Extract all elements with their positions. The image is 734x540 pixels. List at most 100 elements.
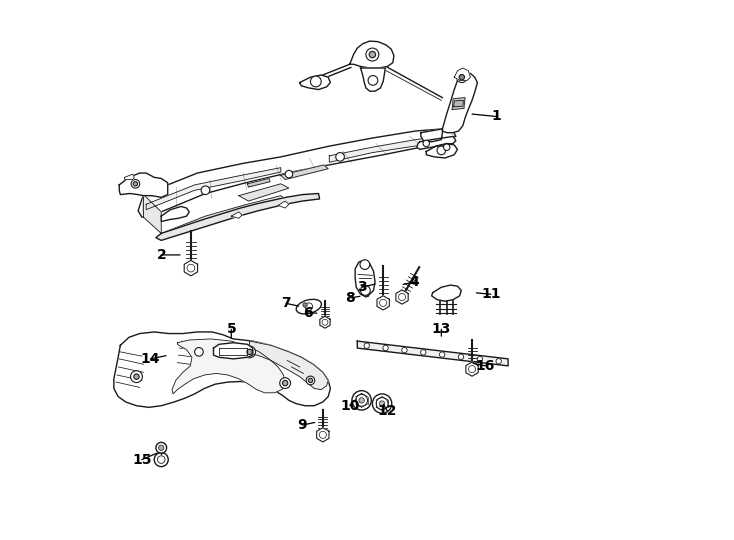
Circle shape bbox=[308, 378, 313, 382]
Ellipse shape bbox=[297, 299, 321, 314]
Text: 5: 5 bbox=[226, 322, 236, 336]
Polygon shape bbox=[432, 285, 461, 301]
Circle shape bbox=[244, 346, 255, 358]
Circle shape bbox=[195, 348, 203, 356]
Circle shape bbox=[468, 366, 476, 373]
Circle shape bbox=[187, 264, 195, 272]
Polygon shape bbox=[247, 178, 270, 187]
Polygon shape bbox=[281, 165, 328, 179]
Polygon shape bbox=[231, 212, 242, 218]
Circle shape bbox=[477, 356, 482, 362]
Polygon shape bbox=[146, 167, 281, 210]
Circle shape bbox=[134, 374, 139, 379]
Circle shape bbox=[247, 349, 252, 355]
Circle shape bbox=[379, 401, 385, 406]
Text: 14: 14 bbox=[141, 352, 160, 366]
Text: 6: 6 bbox=[303, 306, 313, 320]
Polygon shape bbox=[114, 332, 330, 407]
Polygon shape bbox=[396, 290, 408, 304]
Circle shape bbox=[368, 76, 378, 85]
Circle shape bbox=[319, 431, 327, 438]
Circle shape bbox=[496, 359, 501, 364]
Polygon shape bbox=[161, 195, 286, 239]
Polygon shape bbox=[250, 341, 328, 389]
Text: 1: 1 bbox=[491, 110, 501, 124]
Circle shape bbox=[421, 350, 426, 355]
Text: 9: 9 bbox=[297, 418, 308, 432]
Circle shape bbox=[372, 394, 392, 413]
Polygon shape bbox=[426, 144, 457, 158]
Text: 3: 3 bbox=[357, 280, 366, 294]
Circle shape bbox=[360, 260, 370, 269]
Circle shape bbox=[303, 303, 308, 307]
Polygon shape bbox=[320, 316, 330, 328]
Circle shape bbox=[310, 76, 321, 87]
Polygon shape bbox=[299, 75, 330, 90]
Circle shape bbox=[379, 299, 387, 306]
Polygon shape bbox=[161, 206, 189, 221]
Text: 8: 8 bbox=[345, 291, 355, 305]
Circle shape bbox=[131, 179, 139, 188]
Polygon shape bbox=[360, 68, 385, 91]
Polygon shape bbox=[330, 137, 443, 163]
Circle shape bbox=[306, 376, 315, 384]
Text: 7: 7 bbox=[281, 296, 291, 310]
Circle shape bbox=[156, 442, 167, 453]
Circle shape bbox=[364, 343, 369, 348]
Circle shape bbox=[457, 72, 467, 83]
Circle shape bbox=[154, 453, 168, 467]
Text: 12: 12 bbox=[378, 404, 397, 418]
Polygon shape bbox=[143, 194, 161, 233]
Circle shape bbox=[359, 397, 364, 403]
Circle shape bbox=[305, 303, 313, 310]
Circle shape bbox=[443, 144, 450, 151]
Polygon shape bbox=[156, 193, 319, 240]
Polygon shape bbox=[184, 260, 197, 276]
Text: 13: 13 bbox=[432, 322, 451, 336]
Polygon shape bbox=[125, 174, 134, 179]
Polygon shape bbox=[454, 68, 470, 80]
Circle shape bbox=[376, 397, 388, 409]
Polygon shape bbox=[214, 343, 252, 359]
Polygon shape bbox=[138, 129, 456, 217]
Circle shape bbox=[280, 377, 291, 388]
Polygon shape bbox=[466, 362, 478, 376]
Circle shape bbox=[401, 347, 407, 353]
Polygon shape bbox=[452, 98, 465, 110]
Circle shape bbox=[322, 319, 328, 325]
Circle shape bbox=[335, 153, 344, 161]
Text: 15: 15 bbox=[132, 453, 152, 467]
Polygon shape bbox=[421, 129, 443, 142]
Polygon shape bbox=[443, 73, 477, 133]
Circle shape bbox=[352, 390, 371, 410]
Circle shape bbox=[423, 140, 429, 147]
Polygon shape bbox=[350, 41, 394, 68]
Circle shape bbox=[131, 371, 142, 382]
Circle shape bbox=[440, 352, 445, 357]
Circle shape bbox=[356, 394, 368, 406]
Text: 11: 11 bbox=[481, 287, 501, 301]
Circle shape bbox=[134, 181, 137, 186]
Circle shape bbox=[366, 48, 379, 61]
Circle shape bbox=[159, 445, 164, 450]
Text: 10: 10 bbox=[340, 399, 360, 413]
Circle shape bbox=[458, 354, 464, 360]
Circle shape bbox=[383, 345, 388, 350]
Circle shape bbox=[201, 186, 210, 194]
Polygon shape bbox=[417, 137, 456, 150]
Circle shape bbox=[437, 146, 446, 155]
Circle shape bbox=[360, 286, 370, 295]
Polygon shape bbox=[119, 173, 167, 197]
Polygon shape bbox=[377, 296, 389, 310]
Polygon shape bbox=[357, 341, 508, 366]
Circle shape bbox=[399, 293, 406, 301]
Polygon shape bbox=[278, 201, 289, 208]
Text: 4: 4 bbox=[410, 275, 419, 289]
Polygon shape bbox=[239, 184, 289, 201]
Circle shape bbox=[158, 456, 165, 463]
Text: 16: 16 bbox=[476, 359, 495, 373]
Circle shape bbox=[369, 51, 376, 58]
Polygon shape bbox=[454, 100, 463, 107]
Circle shape bbox=[459, 75, 465, 80]
Polygon shape bbox=[172, 339, 285, 394]
